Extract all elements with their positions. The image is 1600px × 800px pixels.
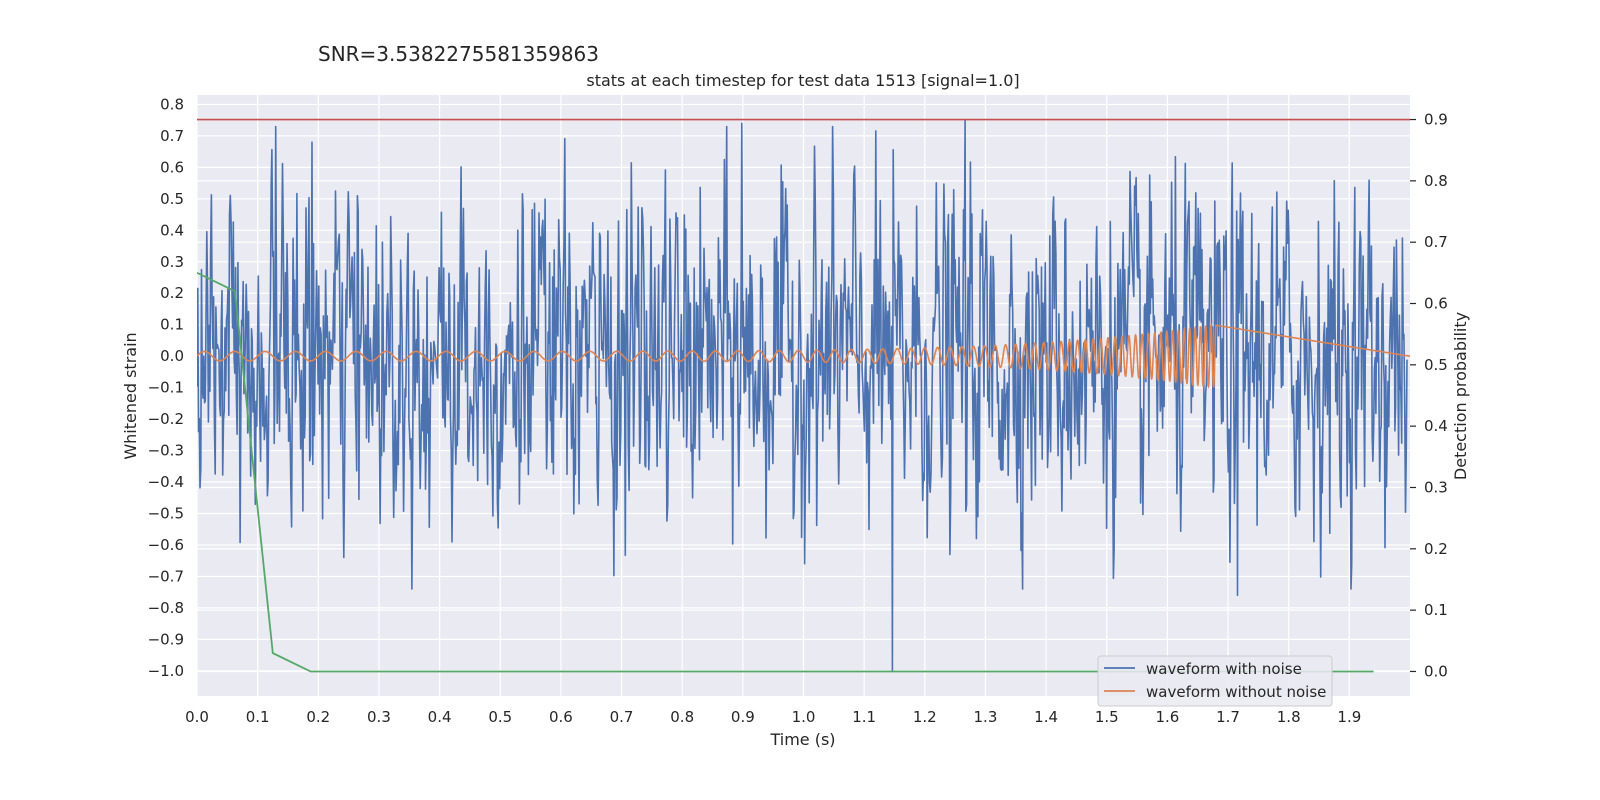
x-tick-label: 0.8	[670, 708, 694, 726]
x-tick-label: 0.6	[549, 708, 573, 726]
x-tick-label: 1.9	[1337, 708, 1361, 726]
legend-box	[1097, 655, 1333, 707]
x-tick-label: 1.2	[913, 708, 937, 726]
y-tick-label: 0.4	[160, 221, 184, 239]
y-tick-label: 0.5	[160, 190, 184, 208]
x-tick-label: 0.0	[185, 708, 209, 726]
y-tick-label: 0.0	[160, 347, 184, 365]
y-tick-label: −0.9	[148, 630, 184, 648]
x-axis-ticks: 0.0 0.1 0.2 0.3 0.4 0.5 0.6 0.7 0.8 0.9 1.0 1.1 1.2 1…	[185, 708, 1361, 726]
y-tick-label: −0.1	[148, 379, 184, 397]
y-tick-label: 0.1	[160, 316, 184, 334]
x-axis-label: Time (s)	[769, 730, 835, 749]
y-tick-label: −0.3	[148, 442, 184, 460]
x-tick-label: 0.7	[610, 708, 634, 726]
x-tick-label: 0.2	[306, 708, 330, 726]
series-line-detection-probability	[197, 271, 1374, 673]
x-tick-label: 1.6	[1155, 708, 1179, 726]
x-tick-label: 0.5	[488, 708, 512, 726]
x-tick-label: 1.0	[792, 708, 816, 726]
x-tick-label: 1.7	[1216, 708, 1240, 726]
right-axis-label: Detection probability	[1451, 312, 1470, 480]
y-tick-label: −0.8	[148, 599, 184, 617]
right-tick-label: 0.7	[1424, 233, 1448, 251]
chart-title: stats at each timestep for test data 151…	[586, 71, 1019, 90]
series-line-waveform-with-noise	[197, 119, 1408, 672]
y-tick-label: 0.6	[160, 158, 184, 176]
y-tick-label: 0.7	[160, 127, 184, 145]
x-tick-label: 1.5	[1095, 708, 1119, 726]
right-tick-label: 0.0	[1424, 662, 1448, 680]
x-tick-label: 0.4	[428, 708, 452, 726]
y-tick-label: −0.2	[148, 410, 184, 428]
legend-label-waveform-with-noise: waveform with noise	[1146, 660, 1302, 678]
x-tick-label: 0.3	[367, 708, 391, 726]
y-tick-label: 0.3	[160, 253, 184, 271]
legend: waveform with noise waveform without noi…	[1097, 655, 1333, 707]
right-tick-label: 0.3	[1424, 478, 1448, 496]
y-axis-ticks: 0.8 0.7 0.6 0.5 0.4 0.3 0.2 0.1 0.0 −0.1 −0.2 −0.3 −…	[148, 95, 184, 679]
right-axis-ticks: 0.9 0.8 0.7 0.6 0.5 0.4 0.3 0.2 0.1 0.0	[1410, 111, 1448, 680]
right-tick-label: 0.9	[1424, 111, 1448, 129]
right-tick-label: 0.4	[1424, 417, 1448, 435]
right-tick-label: 0.5	[1424, 356, 1448, 374]
chart-suptitle: SNR=3.5382275581359863	[318, 42, 599, 66]
y-tick-label: −0.4	[148, 473, 184, 491]
x-tick-label: 1.8	[1277, 708, 1301, 726]
x-tick-label: 1.4	[1034, 708, 1058, 726]
x-tick-label: 0.1	[246, 708, 270, 726]
y-tick-label: 0.8	[160, 95, 184, 113]
y-tick-label: −0.6	[148, 536, 184, 554]
y-tick-label: −0.7	[148, 567, 184, 585]
y-tick-label: 0.2	[160, 284, 184, 302]
x-tick-label: 1.3	[974, 708, 998, 726]
y-tick-label: −0.5	[148, 504, 184, 522]
right-tick-label: 0.8	[1424, 172, 1448, 190]
right-tick-label: 0.2	[1424, 540, 1448, 558]
legend-label-waveform-without-noise: waveform without noise	[1146, 683, 1326, 701]
x-tick-label: 0.9	[731, 708, 755, 726]
right-tick-label: 0.1	[1424, 601, 1448, 619]
series-line-waveform-without-noise	[197, 322, 1410, 389]
x-tick-label: 1.1	[852, 708, 876, 726]
y-tick-label: −1.0	[148, 662, 184, 680]
right-tick-label: 0.6	[1424, 295, 1448, 313]
y-axis-label: Whitened strain	[121, 332, 140, 459]
